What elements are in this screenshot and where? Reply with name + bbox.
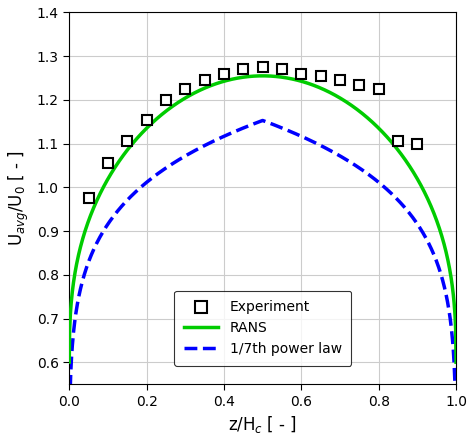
X-axis label: z/H$_c$ [ - ]: z/H$_c$ [ - ] <box>228 414 297 435</box>
Legend: Experiment, RANS, 1/7th power law: Experiment, RANS, 1/7th power law <box>174 291 351 366</box>
Y-axis label: U$_{avg}$/U$_0$ [ - ]: U$_{avg}$/U$_0$ [ - ] <box>7 151 31 246</box>
